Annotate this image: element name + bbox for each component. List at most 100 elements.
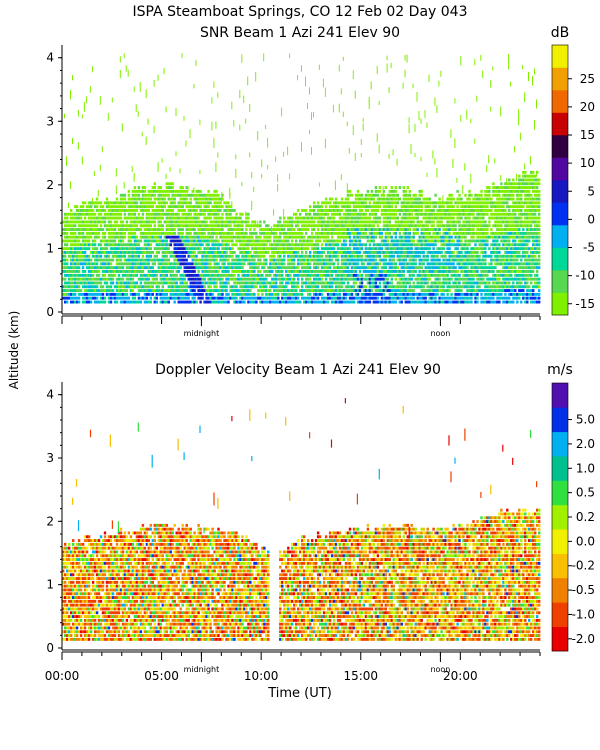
snr-cell [390, 296, 393, 300]
snr-cell [285, 292, 288, 296]
snr-cell [438, 258, 441, 262]
snr-cell [185, 300, 188, 304]
snr-cell [283, 239, 286, 243]
snr-cell [143, 197, 147, 201]
snr-cell [416, 285, 419, 289]
snr-cell [177, 209, 180, 212]
snr-cell [147, 243, 150, 247]
snr-cell [251, 231, 254, 235]
snr-cell [295, 247, 298, 251]
snr-cell [392, 262, 395, 266]
snr-cell [213, 205, 216, 209]
snr-cell [326, 231, 330, 235]
snr-cell [79, 224, 83, 228]
snr-cell [454, 247, 457, 251]
snr-cell [81, 212, 85, 216]
snr-cell [207, 262, 210, 266]
snr-cell [307, 212, 310, 216]
snr-cell [384, 258, 387, 262]
snr-cell [83, 224, 87, 228]
snr-cell [74, 285, 77, 289]
snr-cell [171, 201, 174, 205]
snr-cell [360, 262, 364, 266]
snr-cell [163, 239, 166, 243]
snr-cell [243, 243, 246, 247]
snr-cell [348, 262, 352, 266]
snr-cell [233, 289, 236, 292]
snr-cell [287, 228, 290, 231]
snr-cell [318, 212, 322, 216]
snr-cell [107, 212, 111, 216]
snr-cell [101, 209, 105, 212]
snr-cell [273, 300, 276, 304]
snr-cell [263, 262, 266, 266]
snr-cell [390, 186, 393, 189]
snr-cell [362, 251, 366, 254]
snr-cell [342, 270, 346, 273]
snr-cell [177, 247, 180, 251]
snr-cell [416, 281, 419, 285]
snr-cell [305, 76, 306, 87]
snr-cell [121, 209, 125, 212]
snr-cell [74, 251, 77, 254]
snr-cell [205, 258, 208, 262]
snr-cell [253, 281, 256, 285]
snr-cell [70, 273, 73, 277]
snr-cell [424, 281, 427, 285]
snr-cell [195, 212, 198, 216]
snr-cell [137, 197, 141, 201]
snr-cell [161, 205, 164, 209]
snr-cell [307, 300, 310, 304]
snr-cell [269, 281, 272, 285]
snr-cell [348, 189, 352, 193]
snr-cell [364, 220, 368, 224]
snr-cell [163, 189, 166, 193]
snr-cell [129, 247, 133, 251]
snr-cell [203, 209, 206, 212]
snr-cell [68, 235, 71, 239]
snr-cell [358, 251, 362, 254]
snr-cell [221, 205, 224, 209]
snr-cell [79, 277, 83, 281]
snr-cell [161, 239, 164, 243]
snr-cell [318, 289, 322, 292]
snr-cell [394, 296, 397, 300]
snr-cell [95, 228, 99, 231]
snr-cell [273, 289, 276, 292]
snr-cell [376, 251, 380, 254]
snr-cell [428, 251, 431, 254]
snr-cell [334, 289, 338, 292]
snr-cell [285, 289, 288, 292]
snr-cell [265, 228, 268, 231]
snr-cell [185, 205, 188, 209]
snr-cell [390, 212, 393, 216]
snr-cell [107, 289, 111, 292]
snr-cell [239, 300, 242, 304]
snr-cell [75, 239, 79, 243]
snr-cell [390, 266, 393, 270]
snr-cell [139, 289, 143, 292]
snr-cell [428, 243, 431, 247]
snr-cell [231, 201, 233, 208]
snr-cell [235, 266, 238, 270]
snr-cell [390, 289, 393, 292]
snr-cell [436, 231, 439, 235]
snr-cell [64, 300, 67, 304]
snr-cell [175, 212, 178, 216]
snr-cell [318, 209, 322, 212]
snr-cell [372, 228, 376, 231]
snr-cell [115, 231, 119, 235]
snr-cell [283, 292, 286, 296]
snr-cell [418, 235, 421, 239]
snr-cell [313, 292, 316, 296]
snr-cell [87, 254, 91, 258]
snr-cell [85, 220, 89, 224]
snr-cell [169, 224, 172, 228]
snr-cell [273, 254, 276, 258]
snr-cell [85, 231, 89, 235]
snr-cell [139, 277, 143, 281]
snr-cell [402, 239, 405, 243]
snr-cell [456, 247, 459, 251]
snr-cell [219, 254, 222, 258]
snr-cell [72, 300, 75, 304]
